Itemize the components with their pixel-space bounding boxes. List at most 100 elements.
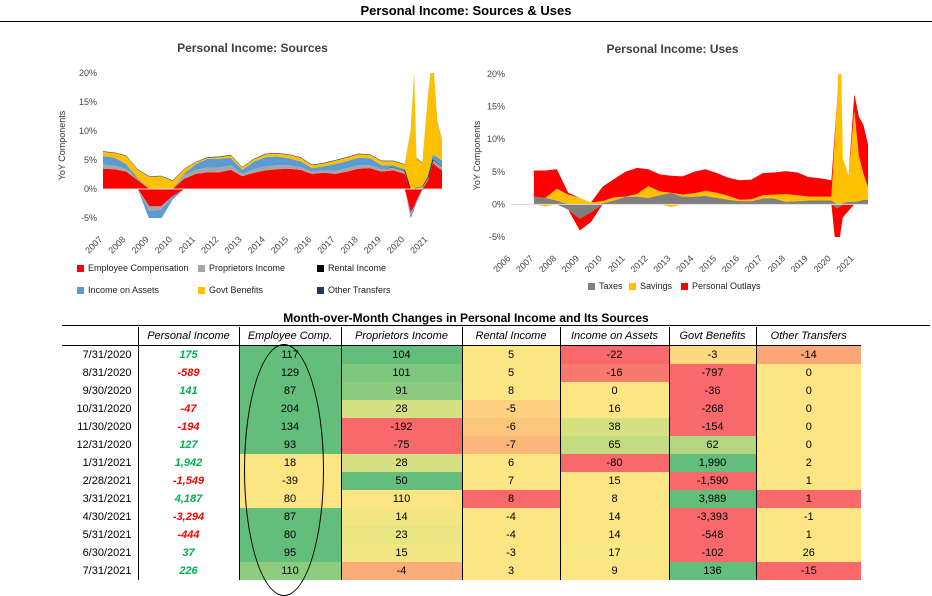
page-title: Personal Income: Sources & Uses (360, 3, 572, 18)
personal-income-cell: -47 (137, 400, 239, 418)
table-cell: 110 (238, 562, 341, 580)
row-date: 7/31/2021 (82, 565, 132, 577)
series-area (533, 74, 868, 205)
table-cell: -75 (340, 436, 462, 454)
y-tick-label: 15% (487, 102, 505, 112)
legend-swatch (317, 264, 324, 272)
x-tick-label: 2020 (812, 253, 833, 272)
table-cell: -192 (340, 418, 462, 436)
table-row: 8/31/2020 -589 129 101 5 -16 -797 0 (62, 364, 861, 382)
mom-changes-table: Personal Income Employee Comp. Proprietors… (62, 327, 861, 580)
table-row: 7/31/2021 226 110 -4 3 9 136 -15 (62, 562, 861, 580)
table-cell: -80 (559, 454, 669, 472)
legend-income-on-assets: Income on Assets (77, 285, 159, 295)
table-cell: 14 (559, 508, 669, 526)
series-area (533, 74, 868, 203)
table-body: 7/31/2020 175 117 104 5 -22 -3 -14 8/31/2020 -589… (62, 345, 861, 580)
table-cell: -5 (461, 400, 560, 418)
table-cell: 5 (461, 345, 560, 364)
series-area (103, 162, 442, 189)
table-cell: -4 (461, 526, 560, 544)
personal-income-cell: 1,942 (137, 454, 239, 472)
legend-label: Taxes (599, 281, 623, 291)
legend-rental-income: Rental Income (317, 263, 386, 273)
series-area (103, 189, 442, 213)
table-cell: 101 (340, 364, 462, 382)
x-tick-label: 2007 (83, 234, 104, 255)
table-cell: 38 (559, 418, 669, 436)
row-date: 8/31/2020 (82, 367, 132, 379)
legend-swatch (198, 286, 205, 294)
series-area (533, 192, 868, 205)
x-tick-label: 2016 (720, 253, 741, 272)
row-date: 11/30/2020 (77, 421, 132, 433)
table-cell: 110 (340, 490, 462, 508)
y-tick-label: 20% (487, 69, 505, 79)
uses-chart-title: Personal Income: Uses (606, 42, 739, 56)
legend-govt-benefits: Govt Benefits (198, 285, 263, 295)
table-cell: 14 (559, 526, 669, 544)
legend-label: Savings (640, 281, 673, 291)
uses-legend: Taxes Savings Personal Outlays (588, 281, 788, 293)
x-tick-label: 2018 (339, 234, 360, 255)
y-tick-label: 15% (79, 97, 97, 107)
x-tick-label: 2013 (651, 253, 672, 272)
table-cell: 87 (238, 508, 341, 526)
y-tick-label: 20% (79, 68, 97, 78)
table-cell: 28 (340, 454, 462, 472)
column-header: Govt Benefits (668, 327, 756, 346)
series-area (103, 154, 442, 189)
row-date: 3/31/2021 (82, 493, 132, 505)
x-tick-label: 2017 (743, 253, 764, 272)
table-cell: 204 (238, 400, 341, 418)
table-cell: -797 (668, 364, 756, 382)
table-cell: 1 (755, 472, 861, 490)
table-cell: -16 (559, 364, 669, 382)
row-date: 1/31/2021 (82, 457, 132, 469)
table-cell: 134 (238, 418, 341, 436)
title-divider (0, 21, 932, 22)
legend-label: Income on Assets (88, 285, 160, 295)
table-cell: -154 (668, 418, 756, 436)
table-cell: 3,989 (668, 490, 756, 508)
table-cell: -14 (755, 345, 861, 364)
legend-swatch (77, 286, 84, 294)
table-row: 3/31/2021 4,187 80 110 8 8 3,989 1 (62, 490, 861, 508)
legend-employee-compensation: Employee Compensation (77, 263, 189, 273)
table-cell: 50 (340, 472, 462, 490)
x-tick-label: 2008 (537, 253, 558, 272)
y-tick-label: 0% (84, 184, 97, 194)
table-cell: 3 (461, 562, 560, 580)
table-row: 10/31/2020 -47 204 28 -5 16 -268 0 (62, 400, 861, 418)
legend-label: Personal Outlays (692, 281, 761, 291)
x-tick-label: 2021 (834, 253, 855, 272)
table-cell: 62 (668, 436, 756, 454)
table-cell: 9 (559, 562, 669, 580)
table-cell: -3 (668, 345, 756, 364)
legend-swatch (681, 282, 688, 290)
table-cell: 1 (755, 526, 861, 544)
table-row: 11/30/2020 -194 134 -192 -6 38 -154 0 (62, 418, 861, 436)
personal-income-cell: -194 (137, 418, 239, 436)
table-cell: 0 (755, 400, 861, 418)
legend-taxes: Taxes (588, 281, 623, 291)
x-tick-label: 2011 (177, 234, 198, 255)
table-cell: -36 (668, 382, 756, 400)
column-header: Employee Comp. (238, 327, 341, 346)
table-row: 6/30/2021 37 95 15 -3 17 -102 26 (62, 544, 861, 562)
y-axis-label: YoY Components (57, 110, 67, 180)
table-row: 9/30/2020 141 87 91 8 0 -36 0 (62, 382, 861, 400)
y-tick-label: 5% (492, 167, 505, 177)
table-row: 12/31/2020 127 93 -75 -7 65 62 0 (62, 436, 861, 454)
table-cell: -4 (461, 508, 560, 526)
row-date: 2/28/2021 (82, 475, 132, 487)
sources-chart-title: Personal Income: Sources (177, 41, 328, 55)
table-cell: -3,393 (668, 508, 756, 526)
table-cell: -15 (755, 562, 861, 580)
legend-other-transfers: Other Transfers (317, 285, 391, 295)
column-header: Personal Income (137, 327, 239, 346)
legend-personal-outlays: Personal Outlays (681, 281, 761, 291)
personal-income-cell: -1,549 (137, 472, 239, 490)
personal-income-cell: 127 (137, 436, 239, 454)
legend-label: Proprietors Income (209, 263, 286, 273)
